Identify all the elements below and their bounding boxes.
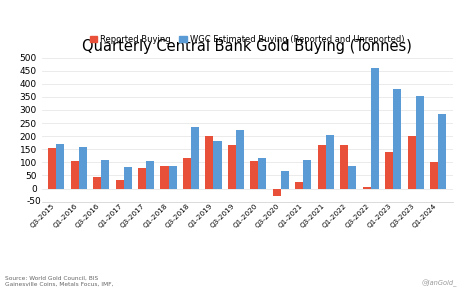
Bar (124, 167, 132, 189)
Bar (71, 161, 79, 189)
Bar (250, 161, 258, 189)
Bar (146, 161, 154, 189)
Bar (191, 127, 199, 189)
Title: Quarterly Central Bank Gold Buying (Tonnes): Quarterly Central Bank Gold Buying (Tonn… (82, 39, 412, 54)
Bar (183, 158, 191, 189)
Bar (56, 144, 64, 189)
Bar (281, 171, 289, 189)
Bar (407, 136, 416, 189)
Bar (213, 141, 222, 189)
Bar (258, 158, 267, 189)
Bar (160, 166, 169, 189)
Bar (206, 136, 213, 189)
Bar (304, 160, 311, 189)
Bar (169, 166, 176, 189)
Bar (416, 96, 424, 189)
Legend: Reported Buying, WGC Estimated Buying (Reported and Unreported): Reported Buying, WGC Estimated Buying (R… (86, 32, 408, 47)
Bar (363, 187, 371, 189)
Bar (385, 152, 393, 189)
Bar (138, 168, 146, 189)
Bar (438, 114, 446, 189)
Bar (295, 182, 304, 189)
Text: -50: -50 (26, 197, 41, 206)
Bar (318, 145, 326, 189)
Bar (236, 130, 244, 189)
Bar (348, 166, 356, 189)
Bar (273, 189, 281, 196)
Text: Source: World Gold Council, BIS
Gainesville Coins, Metals Focus, IMF,: Source: World Gold Council, BIS Gainesvi… (5, 276, 113, 287)
Bar (101, 160, 109, 189)
Bar (340, 145, 348, 189)
Bar (371, 68, 379, 189)
Text: @JanGold_: @JanGold_ (422, 279, 457, 287)
Bar (393, 89, 401, 189)
Bar (79, 147, 87, 189)
Bar (430, 162, 438, 189)
Bar (93, 177, 101, 189)
Bar (228, 145, 236, 189)
Bar (116, 180, 124, 189)
Bar (48, 148, 56, 189)
Bar (326, 135, 334, 189)
